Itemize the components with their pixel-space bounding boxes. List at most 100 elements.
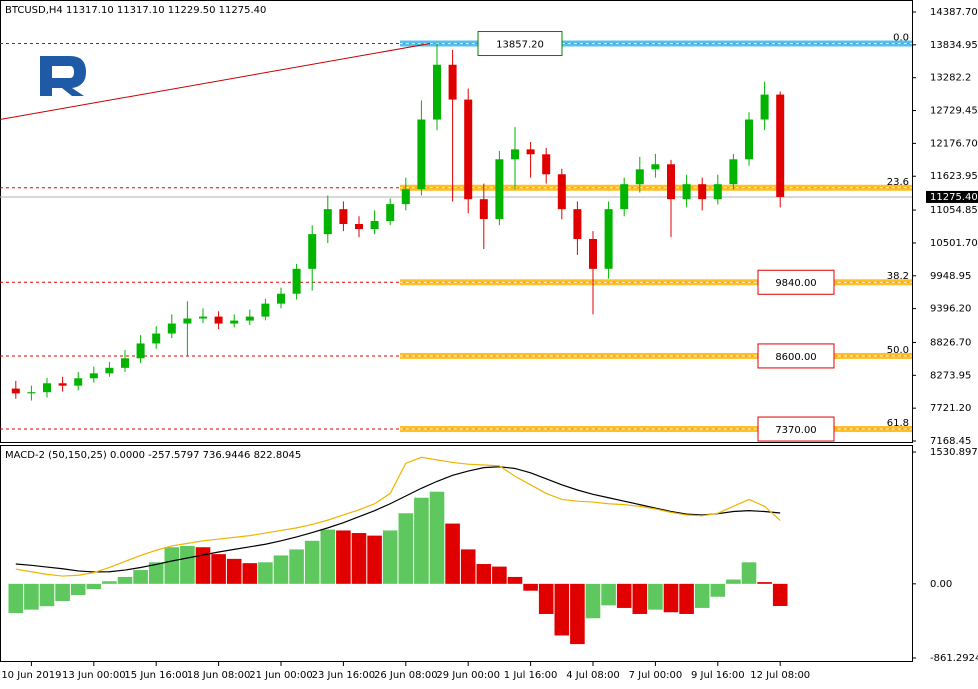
candle-body xyxy=(261,303,270,317)
candle-body xyxy=(635,169,644,185)
macd-bar xyxy=(507,576,523,584)
candle-body xyxy=(136,343,145,359)
candle-body xyxy=(199,316,207,319)
fib-level-label: 0.0 xyxy=(893,33,909,44)
candle-body xyxy=(433,64,441,120)
candle-body xyxy=(682,184,691,200)
macd-bar xyxy=(741,562,757,584)
candle-body xyxy=(729,159,738,185)
y-tick-label: 12176.70 xyxy=(930,138,978,149)
candle-body xyxy=(230,320,239,324)
macd-bar xyxy=(133,570,148,584)
macd-panel-frame xyxy=(0,445,913,662)
candle-body xyxy=(464,99,473,200)
macd-bar xyxy=(367,535,382,584)
logo xyxy=(40,56,86,96)
macd-bar xyxy=(273,555,289,584)
candle-body xyxy=(745,119,753,160)
macd-bar xyxy=(538,583,554,614)
candle-body xyxy=(11,388,20,394)
candle-body xyxy=(589,238,597,269)
fib-band xyxy=(400,426,912,433)
chart-title: BTCUSD,H4 11317.10 11317.10 11229.50 112… xyxy=(5,5,266,16)
macd-title: MACD-2 (50,150,25) 0.0000 -257.5797 736.… xyxy=(5,450,301,461)
candle-body xyxy=(152,333,161,344)
macd-bar xyxy=(663,583,679,613)
candle-body xyxy=(776,94,785,197)
fib-price-label: 8600.00 xyxy=(775,352,816,363)
macd-line xyxy=(15,456,781,577)
macd-bar xyxy=(39,583,55,607)
macd-bar xyxy=(679,583,694,614)
candle-body xyxy=(448,64,457,100)
macd-bar xyxy=(585,583,601,619)
y-tick-label: 7168.45 xyxy=(930,436,971,447)
fib-price-box xyxy=(757,343,835,369)
fib-price-box xyxy=(757,416,835,442)
candle-body xyxy=(698,184,707,200)
macd-bar xyxy=(398,513,414,584)
y-tick-label: 11054.85 xyxy=(930,205,978,216)
macd-bar xyxy=(694,583,710,608)
candle-body xyxy=(245,316,254,321)
fib-level-label: 50.0 xyxy=(887,345,909,356)
candle-body xyxy=(277,293,285,304)
y-tick-label: 14387.70 xyxy=(930,7,978,18)
candle-body xyxy=(511,149,519,160)
x-tick-label: 10 Jun 2019 xyxy=(1,670,61,681)
x-tick-label: 23 Jun 16:00 xyxy=(312,670,376,681)
logo-mark xyxy=(40,56,86,96)
y-tick-label: 13282.2 xyxy=(930,73,971,84)
macd-bar xyxy=(554,583,570,636)
y-tick-label: -861.2924 xyxy=(930,653,978,664)
macd-bar xyxy=(523,583,538,591)
candle-body xyxy=(27,392,36,394)
y-tick-label: 9396.20 xyxy=(930,304,971,315)
price-panel-frame xyxy=(0,0,913,443)
macd-bar xyxy=(772,583,788,607)
candle-body xyxy=(557,174,566,210)
macd-bar xyxy=(632,583,648,614)
macd-bar xyxy=(648,583,663,610)
macd-bar xyxy=(476,564,492,584)
candle-body xyxy=(479,199,488,220)
macd-bar xyxy=(86,583,102,589)
x-tick-label: 26 Jun 08:00 xyxy=(374,670,438,681)
macd-bar xyxy=(757,582,772,584)
macd-bar xyxy=(601,583,616,606)
macd-bar xyxy=(117,576,133,584)
candle-body xyxy=(401,189,410,205)
macd-bar xyxy=(616,583,632,608)
x-tick-label: 7 Jul 00:00 xyxy=(629,670,683,681)
x-tick-label: 9 Jul 16:00 xyxy=(691,670,745,681)
trendline xyxy=(0,43,431,121)
macd-bar xyxy=(289,549,304,584)
macd-bar xyxy=(710,583,726,597)
macd-bar xyxy=(570,583,585,645)
macd-bar xyxy=(492,566,507,584)
macd-bar xyxy=(726,579,741,584)
candle-body xyxy=(323,209,332,235)
x-tick-label: 12 Jul 08:00 xyxy=(750,670,810,681)
x-tick-label: 18 Jun 08:00 xyxy=(187,670,251,681)
macd-bar xyxy=(211,554,226,584)
macd-bar xyxy=(336,530,351,584)
candle-body xyxy=(495,159,504,220)
macd-bar xyxy=(460,549,476,584)
candle-body xyxy=(370,221,379,230)
x-tick-label: 15 Jun 16:00 xyxy=(124,670,188,681)
candle-body xyxy=(339,209,348,225)
fib-band xyxy=(400,279,912,286)
x-tick-label: 4 Jul 08:00 xyxy=(566,670,620,681)
candle-body xyxy=(542,154,551,175)
fib-level-label: 23.6 xyxy=(887,177,909,188)
y-tick-label: 7721.20 xyxy=(930,403,971,414)
candle-body xyxy=(667,164,675,200)
candle-body xyxy=(74,378,83,386)
macd-bar xyxy=(304,540,320,584)
fib-level-label: 38.2 xyxy=(887,271,909,282)
candle-body xyxy=(89,373,98,379)
macd-bar xyxy=(429,491,445,584)
macd-line xyxy=(15,466,781,573)
y-tick-label: 11623.95 xyxy=(930,171,978,182)
